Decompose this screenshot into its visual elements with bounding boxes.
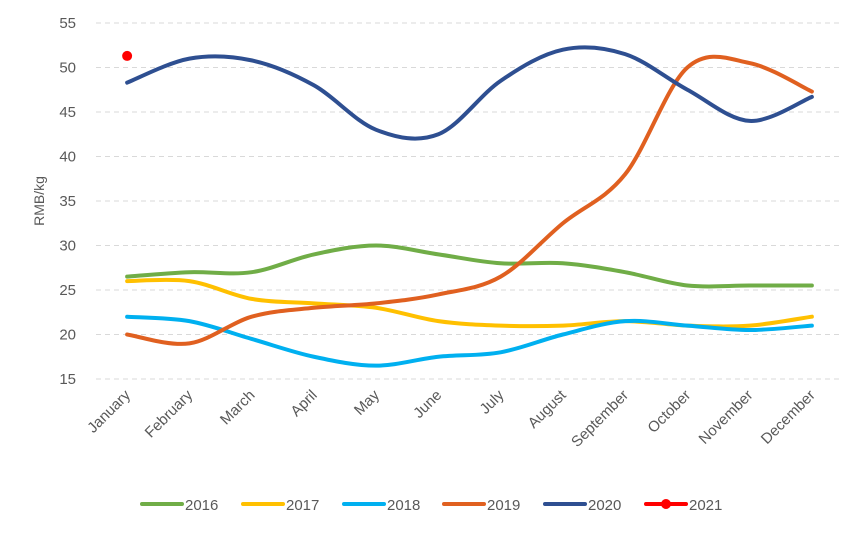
legend-marker bbox=[661, 499, 671, 509]
x-tick-label: June bbox=[410, 387, 445, 422]
legend-item-2017: 2017 bbox=[241, 497, 319, 514]
legend-label: 2017 bbox=[286, 497, 319, 514]
y-tick-label: 40 bbox=[59, 149, 76, 166]
x-tick-label: July bbox=[477, 386, 508, 417]
legend-label: 2020 bbox=[588, 497, 621, 514]
series-lines bbox=[122, 45, 814, 368]
y-tick-label: 25 bbox=[59, 282, 76, 299]
x-tick-label: October bbox=[644, 387, 694, 437]
x-tick-label: May bbox=[351, 386, 383, 418]
y-tick-label: 30 bbox=[59, 238, 76, 255]
x-tick-label: March bbox=[217, 387, 258, 428]
x-tick-label: August bbox=[525, 386, 571, 432]
legend-item-2018: 2018 bbox=[342, 497, 420, 514]
series-line-2018 bbox=[125, 314, 814, 368]
x-tick-label: November bbox=[695, 387, 756, 448]
x-tick-label: January bbox=[84, 386, 134, 436]
series-line-2020 bbox=[125, 45, 814, 141]
x-tick-label: April bbox=[287, 387, 320, 420]
y-tick-label: 50 bbox=[59, 60, 76, 77]
x-tick-label: February bbox=[142, 386, 197, 441]
legend-item-2019: 2019 bbox=[442, 497, 520, 514]
y-axis-tick-labels: 15 20 25 30 35 40 45 50 55 bbox=[59, 15, 76, 388]
legend: 2016 2017 2018 2019 2020 2021 bbox=[140, 497, 722, 514]
y-tick-label: 45 bbox=[59, 104, 76, 121]
x-tick-label: September bbox=[568, 387, 632, 451]
x-axis-tick-labels: January February March April May June July Augu… bbox=[84, 386, 819, 450]
legend-label: 2021 bbox=[689, 497, 722, 514]
legend-label: 2019 bbox=[487, 497, 520, 514]
series-line-2019 bbox=[125, 54, 814, 346]
legend-item-2016: 2016 bbox=[140, 497, 218, 514]
y-axis-title: RMB/kg bbox=[31, 176, 47, 226]
y-tick-label: 35 bbox=[59, 193, 76, 210]
series-point-2021 bbox=[122, 50, 133, 61]
x-tick-label: December bbox=[758, 387, 819, 448]
y-tick-label: 15 bbox=[59, 371, 76, 388]
legend-label: 2016 bbox=[185, 497, 218, 514]
y-tick-label: 55 bbox=[59, 15, 76, 32]
legend-label: 2018 bbox=[387, 497, 420, 514]
series-line-2016 bbox=[125, 243, 814, 289]
legend-item-2021: 2021 bbox=[644, 497, 722, 514]
y-tick-label: 20 bbox=[59, 327, 76, 344]
legend-item-2020: 2020 bbox=[543, 497, 621, 514]
